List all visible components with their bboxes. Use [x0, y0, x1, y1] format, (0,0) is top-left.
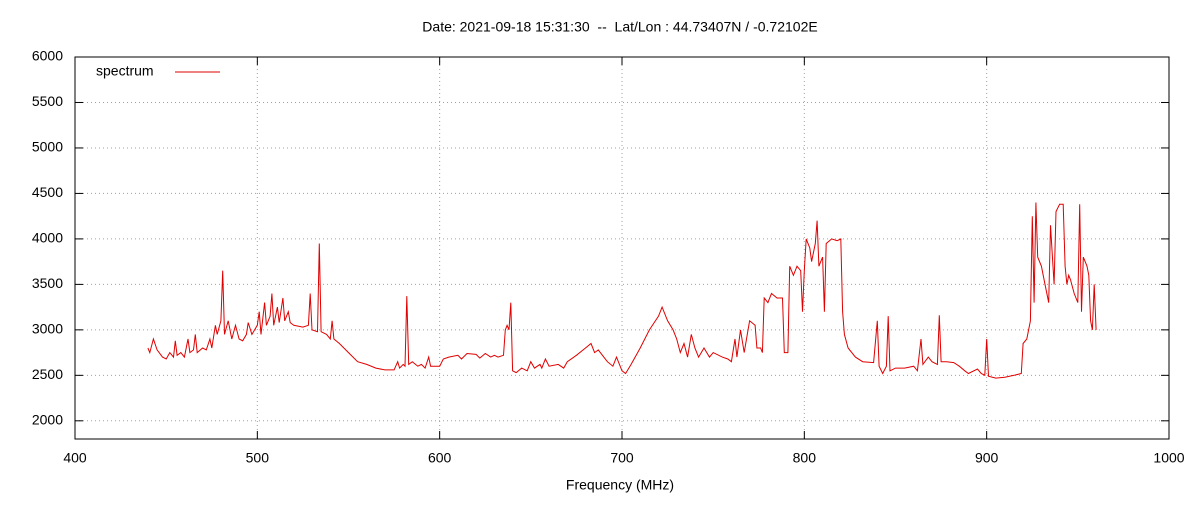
x-tick-label: 900 — [975, 450, 999, 466]
x-tick-label: 600 — [428, 450, 452, 466]
x-tick-label: 400 — [63, 450, 87, 466]
y-tick-label: 4500 — [32, 184, 63, 200]
chart-title: Date: 2021-09-18 15:31:30 -- Lat/Lon : 4… — [422, 19, 817, 35]
legend-label: spectrum — [96, 63, 154, 79]
x-tick-label: 500 — [246, 450, 270, 466]
y-tick-label: 2500 — [32, 366, 63, 382]
x-tick-label: 700 — [610, 450, 634, 466]
y-tick-label: 2000 — [32, 412, 63, 428]
y-tick-label: 3500 — [32, 275, 63, 291]
x-axis-label: Frequency (MHz) — [566, 477, 674, 493]
plot-border — [74, 56, 1170, 440]
y-tick-label: 5000 — [32, 139, 63, 155]
x-tick-label: 800 — [793, 450, 817, 466]
x-tick-label: 1000 — [1153, 450, 1184, 466]
y-tick-label: 4000 — [32, 230, 63, 246]
y-tick-label: 3000 — [32, 321, 63, 337]
line — [147, 202, 1097, 379]
y-tick-label: 5500 — [32, 93, 63, 109]
y-tick-label: 6000 — [32, 48, 63, 64]
